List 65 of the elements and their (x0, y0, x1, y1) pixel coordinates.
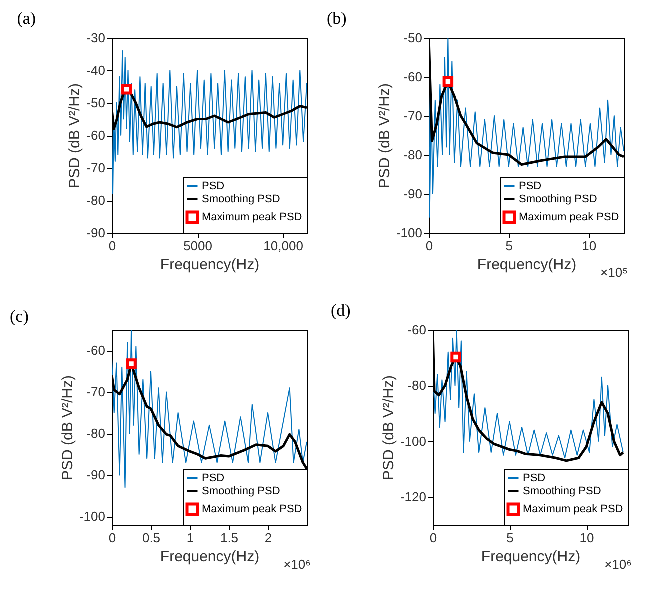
x-tick-label: 1.5 (220, 530, 239, 546)
x-tick-label: 2 (264, 530, 272, 546)
y-tick-label: -80 (408, 378, 426, 394)
chart-title: (c) (10, 307, 29, 326)
y-tick-label: -100 (79, 509, 106, 524)
y-tick-label: -70 (86, 160, 106, 176)
x-tick-label: 10 (580, 530, 594, 546)
y-tick-label: -90 (404, 186, 422, 202)
y-tick-label: -100 (400, 434, 426, 449)
x-tick-label: 1 (186, 530, 194, 546)
y-tick-label: -60 (86, 128, 106, 143)
x-axis-title: Frequency(Hz) (477, 256, 577, 274)
legend-label: PSD (519, 180, 542, 192)
y-axis-title: PSD (dB V²/Hz) (66, 83, 84, 189)
x-tick-label: 5000 (184, 238, 212, 254)
text: ×10⁶ (604, 557, 632, 572)
legend-label: PSD (523, 472, 546, 484)
y-tick-label: -70 (404, 108, 422, 124)
x-axis-title: Frequency(Hz) (481, 548, 581, 566)
x-tick-label: 0.5 (142, 530, 161, 546)
text: ×10⁵ (600, 265, 628, 280)
y-tick-label: -60 (404, 70, 422, 84)
chart-title: (b) (326, 9, 347, 28)
legend-label: Maximum peak PSD (519, 212, 620, 224)
y-axis-title: PSD (dB V²/Hz) (376, 83, 394, 189)
legend-label: Smoothing PSD (202, 194, 280, 206)
legend-label: Smoothing PSD (519, 194, 598, 206)
legend-label: PSD (202, 472, 225, 484)
y-tick-label: -50 (86, 96, 106, 110)
legend-label: Maximum peak PSD (202, 212, 302, 224)
y-axis-title: PSD (dB V²/Hz) (380, 375, 398, 481)
line-series (112, 330, 307, 488)
x-tick-label: 10,000 (264, 238, 304, 254)
y-tick-label: -90 (86, 226, 106, 240)
x-tick-label: 0 (108, 238, 116, 254)
chart-title: (d) (330, 301, 351, 320)
line-series (112, 50, 307, 194)
y-tick-label: -70 (86, 384, 106, 400)
y-axis-title: PSD (dB V²/Hz) (59, 375, 76, 481)
legend-label: Smoothing PSD (523, 486, 602, 498)
legend-label: PSD (202, 180, 225, 192)
x-tick-label: 0 (108, 530, 116, 546)
y-tick-label: -40 (86, 63, 106, 78)
chart-title: (a) (17, 9, 36, 28)
x-tick-label: 0 (426, 238, 434, 254)
legend-label: Smoothing PSD (202, 486, 280, 498)
y-tick-label: -60 (408, 322, 426, 338)
y-tick-label: -80 (86, 193, 106, 208)
y-tick-label: -30 (86, 30, 106, 46)
x-tick-label: 5 (506, 530, 514, 546)
text: ×10⁶ (284, 557, 311, 572)
y-tick-label: -80 (86, 426, 106, 442)
y-tick-label: -60 (86, 343, 106, 358)
y-tick-label: -80 (404, 148, 422, 162)
y-tick-label: -50 (404, 30, 422, 46)
legend-label: Maximum peak PSD (523, 504, 624, 516)
x-axis-title: Frequency(Hz) (160, 256, 260, 274)
legend-label: Maximum peak PSD (202, 504, 302, 516)
y-tick-label: -120 (400, 490, 426, 505)
x-tick-label: 10 (582, 238, 597, 254)
x-tick-label: 0 (430, 530, 438, 546)
y-tick-label: -100 (396, 226, 422, 240)
y-tick-label: -90 (86, 468, 106, 483)
x-tick-label: 5 (506, 238, 514, 254)
x-axis-title: Frequency(Hz) (160, 548, 260, 566)
